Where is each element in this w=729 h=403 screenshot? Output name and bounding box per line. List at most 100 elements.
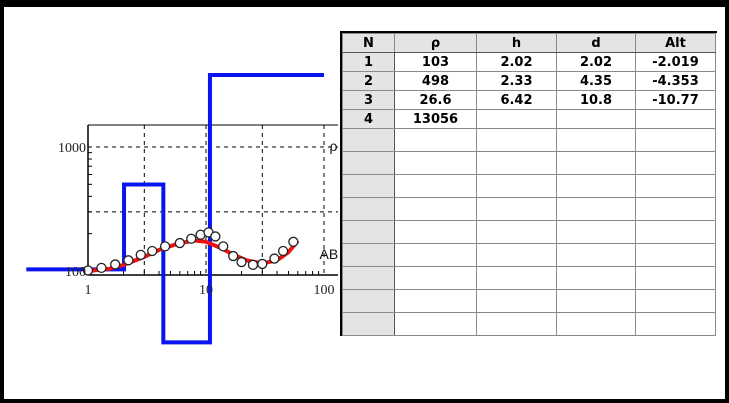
column-header-h[interactable]: h	[476, 33, 557, 53]
d-cell[interactable]	[556, 220, 636, 244]
sounding-curve-plot[interactable]: 1000 100 1 10 100 ρa AB/2	[0, 0, 338, 400]
row-number[interactable]	[342, 289, 395, 313]
column-header-alt[interactable]: Alt	[635, 33, 716, 53]
row-number[interactable]	[342, 220, 395, 244]
data-point	[135, 249, 146, 260]
h-cell[interactable]	[476, 312, 557, 336]
table-row-empty[interactable]	[342, 174, 716, 198]
h-cell[interactable]	[476, 128, 557, 152]
d-cell[interactable]	[556, 266, 636, 290]
column-header-d[interactable]: d	[556, 33, 636, 53]
y-tick-label: 1000	[58, 141, 86, 156]
rho-cell[interactable]	[394, 266, 477, 290]
row-number[interactable]: 3	[342, 90, 395, 110]
plot-series	[26, 73, 324, 345]
alt-cell[interactable]	[635, 312, 716, 336]
table-row-empty[interactable]	[342, 312, 716, 336]
row-number[interactable]	[342, 197, 395, 221]
row-number[interactable]	[342, 312, 395, 336]
x-tick-label: 100	[314, 283, 335, 298]
rho-cell[interactable]: 103	[394, 52, 477, 72]
alt-cell[interactable]	[635, 197, 716, 221]
h-cell[interactable]	[476, 109, 557, 129]
d-cell[interactable]	[556, 312, 636, 336]
alt-cell[interactable]	[635, 174, 716, 198]
row-number[interactable]	[342, 266, 395, 290]
h-cell[interactable]	[476, 174, 557, 198]
data-point	[257, 258, 268, 270]
table-row-empty[interactable]	[342, 197, 716, 221]
rho-cell[interactable]	[394, 174, 477, 198]
rho-cell[interactable]	[394, 312, 477, 336]
alt-cell[interactable]: -4.353	[635, 71, 716, 91]
table-row[interactable]: 4 13056	[342, 109, 716, 129]
data-point	[110, 259, 121, 270]
y-axis-symbol: ρa	[330, 138, 338, 154]
d-cell[interactable]	[556, 197, 636, 221]
h-cell[interactable]	[476, 243, 557, 267]
table-row-empty[interactable]	[342, 151, 716, 175]
table-row[interactable]: 1 103 2.02 2.02 -2.019	[342, 52, 716, 72]
table-row-empty[interactable]	[342, 266, 716, 290]
alt-cell[interactable]	[635, 109, 716, 129]
row-number[interactable]: 2	[342, 71, 395, 91]
table-row-empty[interactable]	[342, 243, 716, 267]
row-number[interactable]	[342, 174, 395, 198]
table-row-empty[interactable]	[342, 128, 716, 152]
d-cell[interactable]	[556, 174, 636, 198]
d-cell[interactable]	[556, 243, 636, 267]
alt-cell[interactable]	[635, 266, 716, 290]
alt-cell[interactable]: -10.77	[635, 90, 716, 110]
rho-cell[interactable]: 13056	[394, 109, 477, 129]
h-cell[interactable]	[476, 266, 557, 290]
plot-grid	[87, 124, 338, 276]
alt-cell[interactable]	[635, 220, 716, 244]
data-point	[218, 241, 229, 252]
column-header-n[interactable]: N	[342, 33, 395, 53]
row-number[interactable]	[342, 151, 395, 175]
d-cell[interactable]	[556, 109, 636, 129]
table-row[interactable]: 2 498 2.33 4.35 -4.353	[342, 71, 716, 91]
alt-cell[interactable]	[635, 289, 716, 313]
h-cell[interactable]: 2.02	[476, 52, 557, 72]
data-point	[236, 256, 247, 268]
h-cell[interactable]: 2.33	[476, 71, 557, 91]
column-header-rho[interactable]: ρ	[394, 33, 477, 53]
table-header-row: N ρ h d Alt	[342, 33, 716, 53]
h-cell[interactable]	[476, 151, 557, 175]
data-point	[186, 233, 197, 244]
rho-cell[interactable]	[394, 220, 477, 244]
x-axis-symbol: AB/2	[320, 246, 338, 262]
row-number[interactable]	[342, 243, 395, 267]
d-cell[interactable]: 4.35	[556, 71, 636, 91]
table-row-empty[interactable]	[342, 289, 716, 313]
rho-cell[interactable]	[394, 243, 477, 267]
h-cell[interactable]	[476, 220, 557, 244]
d-cell[interactable]	[556, 289, 636, 313]
row-number[interactable]: 4	[342, 109, 395, 129]
h-cell[interactable]	[476, 197, 557, 221]
rho-cell[interactable]	[394, 151, 477, 175]
row-number[interactable]	[342, 128, 395, 152]
rho-cell[interactable]	[394, 197, 477, 221]
h-cell[interactable]: 6.42	[476, 90, 557, 110]
d-cell[interactable]: 10.8	[556, 90, 636, 110]
h-cell[interactable]	[476, 289, 557, 313]
d-cell[interactable]	[556, 128, 636, 152]
rho-cell[interactable]: 26.6	[394, 90, 477, 110]
d-cell[interactable]: 2.02	[556, 52, 636, 72]
data-point	[228, 250, 239, 262]
row-number[interactable]: 1	[342, 52, 395, 72]
rho-cell[interactable]: 498	[394, 71, 477, 91]
x-tick-label: 1	[85, 283, 92, 298]
rho-cell[interactable]	[394, 128, 477, 152]
d-cell[interactable]	[556, 151, 636, 175]
alt-cell[interactable]: -2.019	[635, 52, 716, 72]
table-row[interactable]: 3 26.6 6.42 10.8 -10.77	[342, 90, 716, 110]
layer-model-table[interactable]: N ρ h d Alt 1 103 2.02 2.02 -2.019 2 498 2.33 4.…	[340, 31, 717, 336]
alt-cell[interactable]	[635, 243, 716, 267]
table-row-empty[interactable]	[342, 220, 716, 244]
rho-cell[interactable]	[394, 289, 477, 313]
alt-cell[interactable]	[635, 151, 716, 175]
alt-cell[interactable]	[635, 128, 716, 152]
